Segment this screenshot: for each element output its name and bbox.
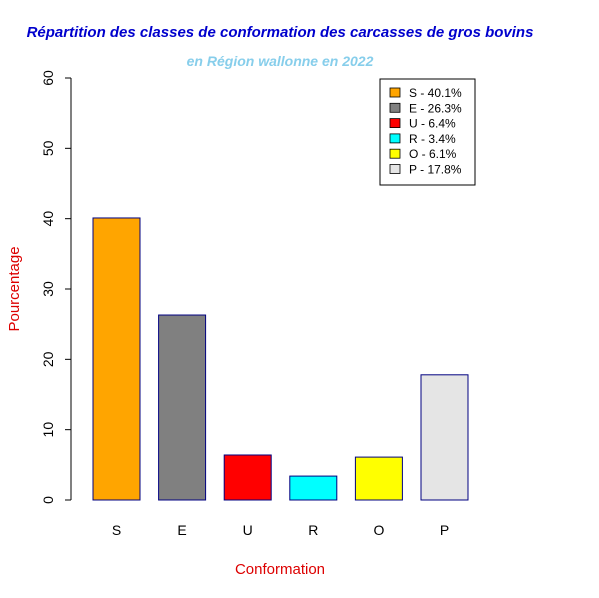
legend-swatch — [389, 87, 401, 98]
y-tick-label: 0 — [40, 496, 56, 504]
bar-u — [223, 454, 272, 501]
x-tick-label: P — [440, 522, 449, 538]
bars-group — [92, 217, 469, 501]
legend-swatch — [389, 148, 401, 159]
y-axis-label: Pourcentage — [6, 246, 23, 331]
y-tick-label: 10 — [40, 422, 56, 438]
y-axis: 0 10 20 30 40 50 60 — [40, 70, 72, 504]
x-tick-label: S — [112, 522, 121, 538]
legend-swatch — [389, 164, 401, 174]
legend-entry: U - 6.4% — [409, 117, 456, 131]
legend-entry: E - 26.3% — [409, 101, 462, 115]
legend-swatch — [389, 102, 401, 113]
bar-e — [158, 314, 207, 501]
x-tick-label: U — [243, 522, 253, 538]
legend: S - 40.1%E - 26.3% U - 6.4%R - 3.4%O - 6.… — [379, 78, 476, 186]
legend-entry: O - 6.1% — [409, 147, 457, 161]
y-tick-label: 30 — [40, 281, 56, 297]
legend-swatch — [389, 118, 401, 128]
legend-entry: P - 17.8% — [409, 163, 462, 177]
x-tick-label: R — [308, 522, 318, 538]
legend-entry: S - 40.1% — [409, 86, 462, 100]
chart-subtitle: en Région wallonne en 2022 — [187, 53, 374, 69]
bar-r — [289, 475, 338, 501]
legend-entry: R - 3.4% — [409, 132, 456, 146]
chart-title: Répartition des classes de conformation … — [27, 24, 534, 41]
x-tick-label: E — [177, 522, 186, 538]
y-tick-label: 20 — [40, 351, 56, 367]
y-tick-label: 40 — [40, 211, 56, 227]
bar-p — [420, 374, 469, 501]
x-axis-label: Conformation — [235, 561, 325, 578]
bar-s — [92, 217, 141, 501]
bar-o — [354, 456, 403, 501]
y-tick-label: 60 — [40, 70, 56, 86]
x-tick-label: O — [373, 522, 384, 538]
legend-swatch — [389, 133, 401, 144]
y-tick-label: 50 — [40, 140, 56, 156]
